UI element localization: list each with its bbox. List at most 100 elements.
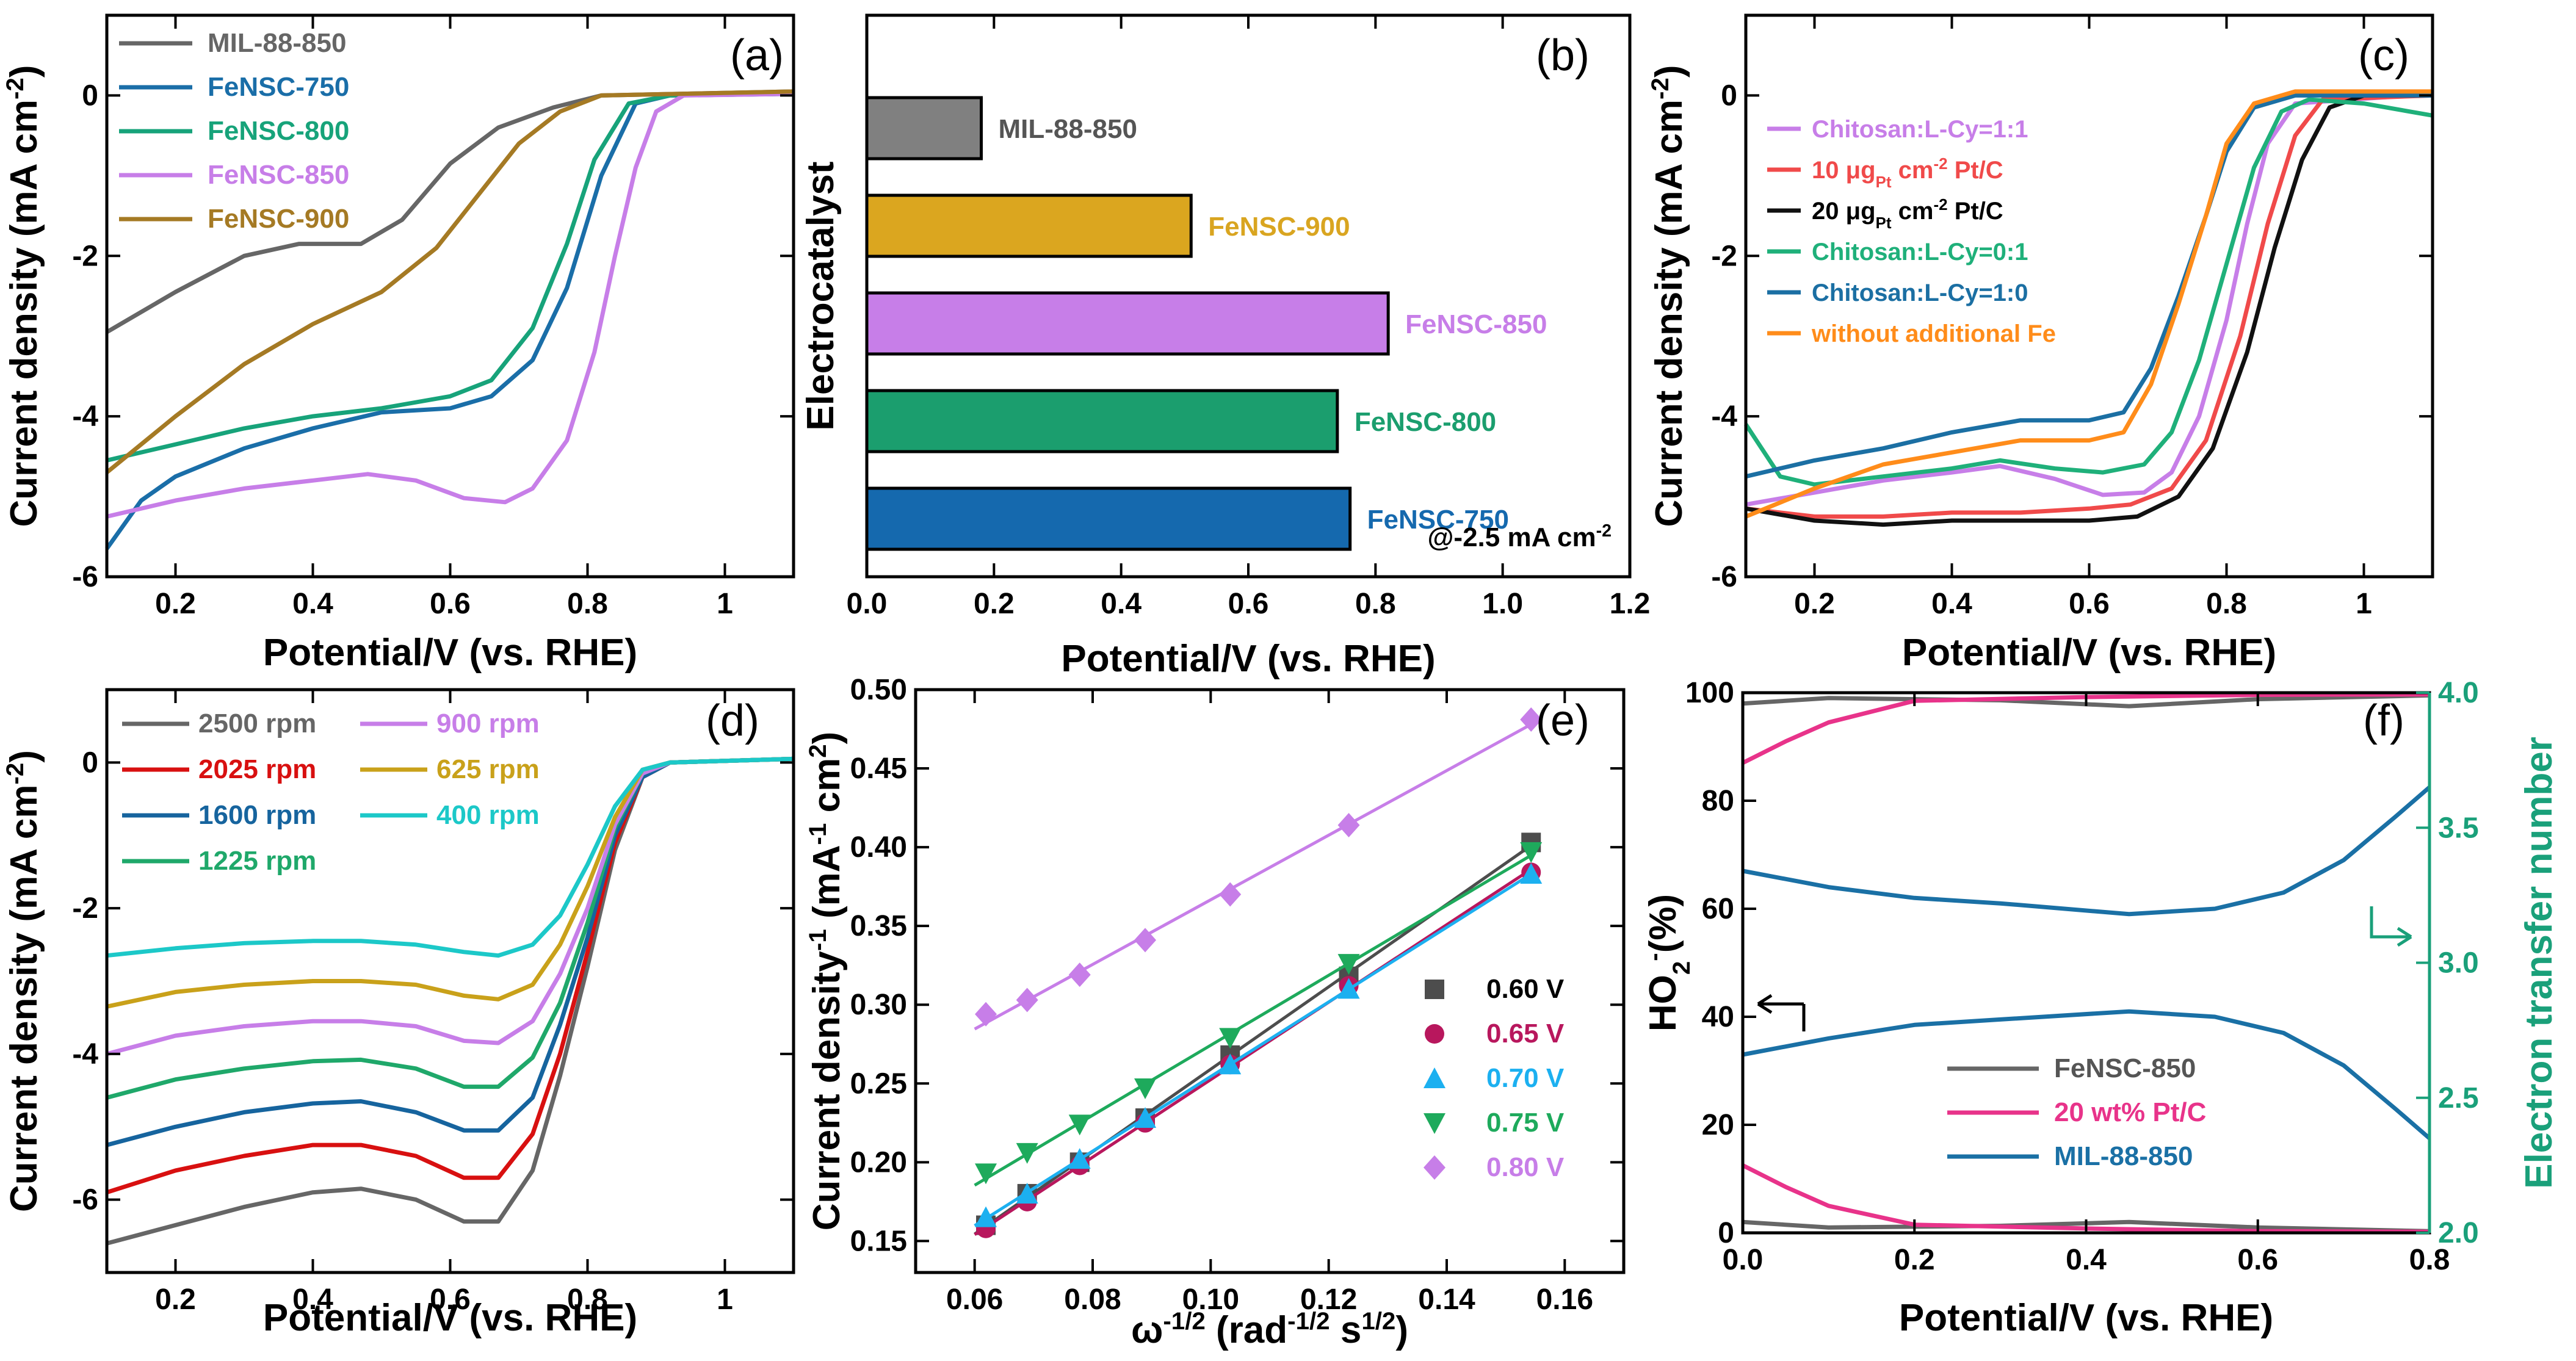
y-axis-title-part: Current density (mA cm	[1648, 99, 1690, 527]
legend-label: 20 μgPt cm-2 Pt/C	[1812, 195, 2003, 232]
series-line	[1742, 1219, 2430, 1233]
plot-frame	[914, 688, 1626, 1274]
legend-label: FeNSC-850	[208, 160, 349, 190]
legend-label: FeNSC-850	[2054, 1053, 2196, 1083]
fit-line	[974, 721, 1536, 1031]
y-tick-label: 0.20	[850, 1146, 907, 1179]
series-line	[1745, 92, 2433, 507]
data-point	[975, 1206, 997, 1227]
legend-label-part: Pt	[1876, 173, 1892, 191]
y-axis-title: Current density-1 (mA-1 cm2)	[804, 732, 848, 1231]
y2-tick-label: 3.5	[2438, 812, 2479, 844]
bar-fensc-900	[865, 193, 1193, 258]
legend-label-part: 20 μg	[1812, 198, 1876, 225]
legend-label: MIL-88-850	[2054, 1141, 2193, 1171]
bar-label: MIL-88-850	[999, 114, 1137, 144]
x-axis-title: Potential/V (vs. RHE)	[1899, 1297, 2273, 1339]
legend-label-part: Pt/C	[1948, 198, 2003, 225]
series-line	[1744, 97, 2433, 487]
data-point	[975, 1002, 997, 1027]
series-line	[106, 756, 794, 1147]
y-axis-title-part: -1	[804, 823, 831, 845]
bar-label: FeNSC-900	[1208, 212, 1350, 242]
y-tick-label: 0.35	[850, 910, 907, 942]
x-tick-label: 0.16	[1536, 1283, 1593, 1316]
x-axis-title: Potential/V (vs. RHE)	[1061, 638, 1435, 680]
data-point	[1425, 980, 1444, 999]
x-axis-title: Potential/V (vs. RHE)	[1902, 632, 2276, 674]
x-tick-label: 0.8	[2409, 1244, 2450, 1276]
y-axis-title-part: -2	[1, 763, 29, 785]
legend-label-part: Chitosan:L-Cy=1:1	[1812, 116, 2028, 143]
series-line-fensc-850	[106, 92, 794, 519]
y-tick-label: 0.45	[850, 753, 907, 785]
x-tick-label: 0.8	[567, 1283, 608, 1316]
x-tick-label: 0.4	[2066, 1244, 2107, 1276]
legend-label-part: Chitosan:L-Cy=1:0	[1812, 280, 2028, 306]
y-axis-title: Current density (mA cm-2)	[1646, 65, 1691, 527]
series-line	[1745, 93, 2433, 479]
series-line	[1742, 1009, 2431, 1140]
data-point	[1424, 1067, 1445, 1088]
y-axis-title-part: Electrocatalyst	[800, 161, 842, 430]
legend-label-part: Pt/C	[1948, 157, 2003, 184]
data-point	[1337, 954, 1360, 975]
x-tick-label: 0.8	[1355, 588, 1396, 620]
bar-fensc-850	[865, 291, 1390, 356]
legend-label: 0.65 V	[1486, 1019, 1565, 1049]
legend-label: 0.80 V	[1486, 1152, 1565, 1182]
panel-label: (b)	[1536, 31, 1590, 80]
legend-label: 900 rpm	[436, 709, 540, 738]
data-point	[1337, 812, 1360, 837]
data-point	[1424, 1113, 1445, 1134]
y-tick-label: -2	[72, 892, 98, 925]
panel-label: (d)	[706, 696, 759, 745]
data-point	[1520, 707, 1543, 732]
panel-label: (e)	[1536, 696, 1590, 745]
y-tick-label: -2	[72, 240, 98, 272]
y-tick-label: -6	[72, 1184, 98, 1216]
x-tick-label: 0.10	[1182, 1283, 1239, 1316]
legend-label-part: 10 μg	[1812, 157, 1876, 184]
y-axis-title: Current density (mA cm-2)	[1, 65, 46, 527]
left-axis-arrow	[1757, 994, 1806, 1031]
x-tick-label: 0.0	[1723, 1244, 1764, 1276]
legend-label-part: without additional Fe	[1811, 320, 2056, 347]
legend-label-part: cm	[1892, 198, 1934, 225]
legend-label: without additional Fe	[1811, 320, 2056, 347]
x-axis-title: Potential/V (vs. RHE)	[263, 1297, 637, 1339]
bar-mil-88-850	[865, 96, 983, 161]
x-axis-title-part: s	[1330, 1309, 1362, 1351]
legend-label: Chitosan:L-Cy=1:0	[1812, 280, 2028, 306]
panel-b: MIL-88-850 FeNSC-900 FeNSC-850 FeNSC-800 FeN…	[800, 13, 1650, 680]
fit-line	[974, 870, 1536, 1227]
y2-tick-label: 4.0	[2438, 677, 2479, 709]
y-tick-label: -4	[72, 400, 98, 433]
legend-label: FeNSC-800	[208, 116, 349, 146]
series-line-fensc-750	[105, 92, 794, 551]
bar-fensc-750	[865, 486, 1352, 551]
legend-label: 625 rpm	[436, 754, 540, 784]
x-axis-title-part: ω	[1131, 1309, 1163, 1351]
x-tick-label: 0.06	[946, 1283, 1003, 1316]
y-tick-label: 20	[1702, 1109, 1734, 1141]
panel-c: 0.2 0.4 0.6 0.8 1 -6 -4 -2 0 Potential/V (vs. RHE…	[1646, 13, 2434, 674]
legend-label: 20 wt% Pt/C	[2054, 1097, 2206, 1127]
y-axis-title-part: Current density (mA cm	[3, 99, 45, 527]
y-tick-label: 0	[1721, 79, 1737, 112]
y-axis-title-part: )	[3, 750, 45, 763]
series-line	[1745, 89, 2433, 519]
y-axis-title-part: -1	[804, 929, 831, 951]
legend-label: 2500 rpm	[198, 709, 316, 738]
bar-label: FeNSC-800	[1355, 407, 1496, 437]
y-tick-label: 0.40	[850, 831, 907, 864]
y-axis-title-part: -2	[1646, 78, 1674, 99]
y-axis-title-part: Current density	[806, 951, 848, 1231]
series-line	[106, 756, 794, 1056]
y-axis-title-part: 2	[804, 744, 831, 757]
y-tick-label: 0.15	[850, 1225, 907, 1257]
annotation-part: -2	[1596, 521, 1612, 541]
legend-label: 0.70 V	[1486, 1063, 1565, 1093]
y-tick-label: 0.25	[850, 1067, 907, 1100]
